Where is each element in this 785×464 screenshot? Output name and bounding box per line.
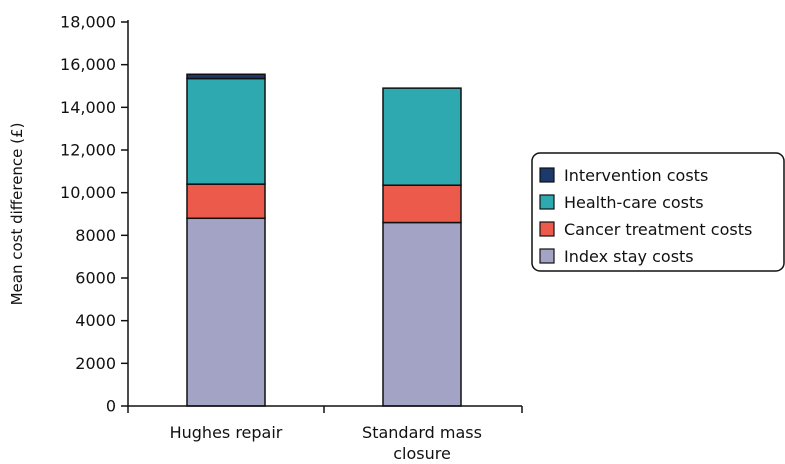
legend-swatch	[539, 194, 555, 210]
bar-segment-index-stay-costs-2	[382, 221, 462, 407]
bar-segment-health-care-costs-1	[186, 77, 266, 185]
legend-swatch	[539, 221, 555, 237]
axes-group: 0 2000 4000 6000 8000 10,000 12,000 14,000 16,00…	[8, 13, 523, 463]
legend-box	[531, 152, 785, 272]
legend-label: Intervention costs	[564, 166, 708, 185]
bars-group	[186, 73, 462, 407]
legend-swatch	[539, 248, 555, 264]
y-tick-label: 2000	[75, 354, 116, 373]
y-tick-label: 8000	[75, 226, 116, 245]
y-tick-label: 10,000	[60, 183, 116, 202]
y-axis-title: Mean cost difference (£)	[8, 123, 26, 306]
y-tick-label: 0	[106, 397, 116, 416]
y-tick-label: 16,000	[60, 55, 116, 74]
bar-segment-health-care-costs-2	[382, 87, 462, 186]
bar-segment-intervention-costs-1	[186, 73, 266, 80]
legend-label: Index stay costs	[564, 247, 694, 266]
y-tick-label: 6000	[75, 269, 116, 288]
legend-label: Health-care costs	[564, 193, 704, 212]
bar-segment-index-stay-costs-1	[186, 217, 266, 407]
bar-segment-cancer-treatment-costs-1	[186, 183, 266, 220]
y-tick-label: 14,000	[60, 98, 116, 117]
x-category-label: Hughes repair	[170, 423, 283, 442]
bar-segment-cancer-treatment-costs-2	[382, 184, 462, 224]
legend: Intervention costs Health-care costs Cance…	[531, 152, 785, 272]
legend-swatch	[539, 167, 555, 183]
y-tick-label: 4000	[75, 311, 116, 330]
y-tick-label: 18,000	[60, 13, 116, 32]
y-tick-label: 12,000	[60, 141, 116, 160]
x-category-label: Standard mass closure	[362, 423, 482, 463]
legend-label: Cancer treatment costs	[564, 220, 752, 239]
